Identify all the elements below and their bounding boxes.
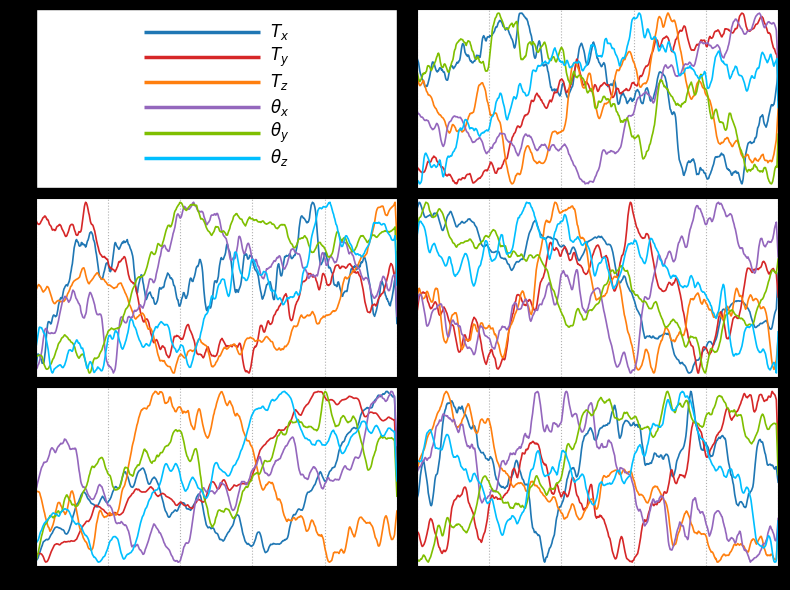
- Text: $T_z$: $T_z$: [270, 73, 289, 93]
- Text: $\theta_z$: $\theta_z$: [270, 147, 289, 168]
- Text: $\theta_x$: $\theta_x$: [270, 97, 290, 118]
- Text: $T_x$: $T_x$: [270, 22, 290, 42]
- Text: $\theta_y$: $\theta_y$: [270, 120, 290, 145]
- Text: $T_y$: $T_y$: [270, 45, 290, 69]
